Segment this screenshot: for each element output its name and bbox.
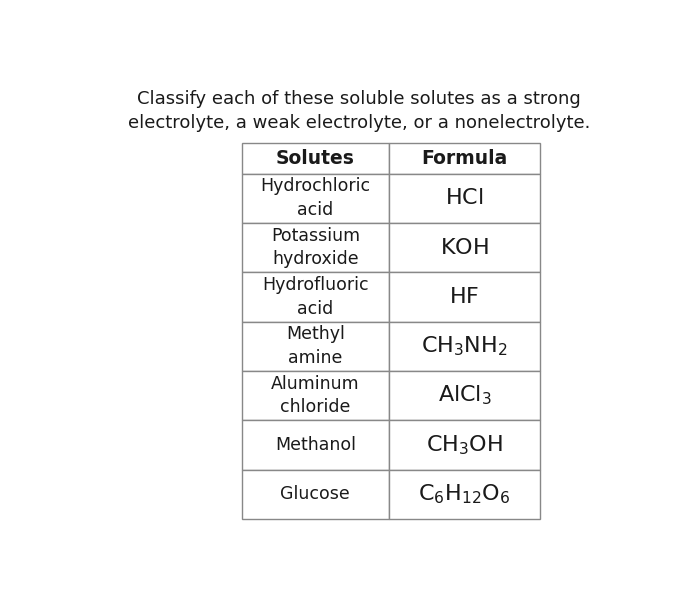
Bar	[389, 420, 540, 470]
Bar	[389, 272, 540, 322]
Bar	[242, 223, 388, 272]
Text: Methyl
amine: Methyl amine	[286, 325, 345, 367]
Text: $\mathregular{KOH}$: $\mathregular{KOH}$	[440, 238, 489, 257]
Text: Hydrofluoric
acid: Hydrofluoric acid	[262, 276, 369, 318]
Bar	[242, 142, 388, 173]
Bar	[389, 173, 540, 223]
Text: Classify each of these soluble solutes as a strong
electrolyte, a weak electroly: Classify each of these soluble solutes a…	[127, 90, 590, 132]
Bar	[389, 223, 540, 272]
Text: $\mathregular{CH_3OH}$: $\mathregular{CH_3OH}$	[426, 433, 503, 457]
Text: $\mathregular{CH_3NH_2}$: $\mathregular{CH_3NH_2}$	[421, 334, 508, 358]
Text: $\mathregular{HCl}$: $\mathregular{HCl}$	[445, 188, 484, 208]
Bar	[389, 142, 540, 173]
Text: Hydrochloric
acid: Hydrochloric acid	[260, 178, 370, 219]
Bar	[242, 173, 388, 223]
Bar	[242, 322, 388, 371]
Text: Solutes: Solutes	[276, 148, 355, 167]
Bar	[242, 420, 388, 470]
Bar	[242, 470, 388, 519]
Bar	[242, 371, 388, 420]
Text: Methanol: Methanol	[275, 436, 356, 454]
Text: Glucose: Glucose	[281, 485, 350, 503]
Text: Potassium
hydroxide: Potassium hydroxide	[271, 226, 360, 268]
Text: $\mathregular{C_6H_{12}O_6}$: $\mathregular{C_6H_{12}O_6}$	[419, 483, 510, 506]
Text: Formula: Formula	[421, 148, 508, 167]
Bar	[242, 272, 388, 322]
Bar	[389, 322, 540, 371]
Text: $\mathregular{AlCl_3}$: $\mathregular{AlCl_3}$	[438, 384, 491, 408]
Bar	[389, 371, 540, 420]
Text: Aluminum
chloride: Aluminum chloride	[271, 375, 360, 417]
Text: $\mathregular{HF}$: $\mathregular{HF}$	[449, 287, 480, 307]
Bar	[389, 470, 540, 519]
